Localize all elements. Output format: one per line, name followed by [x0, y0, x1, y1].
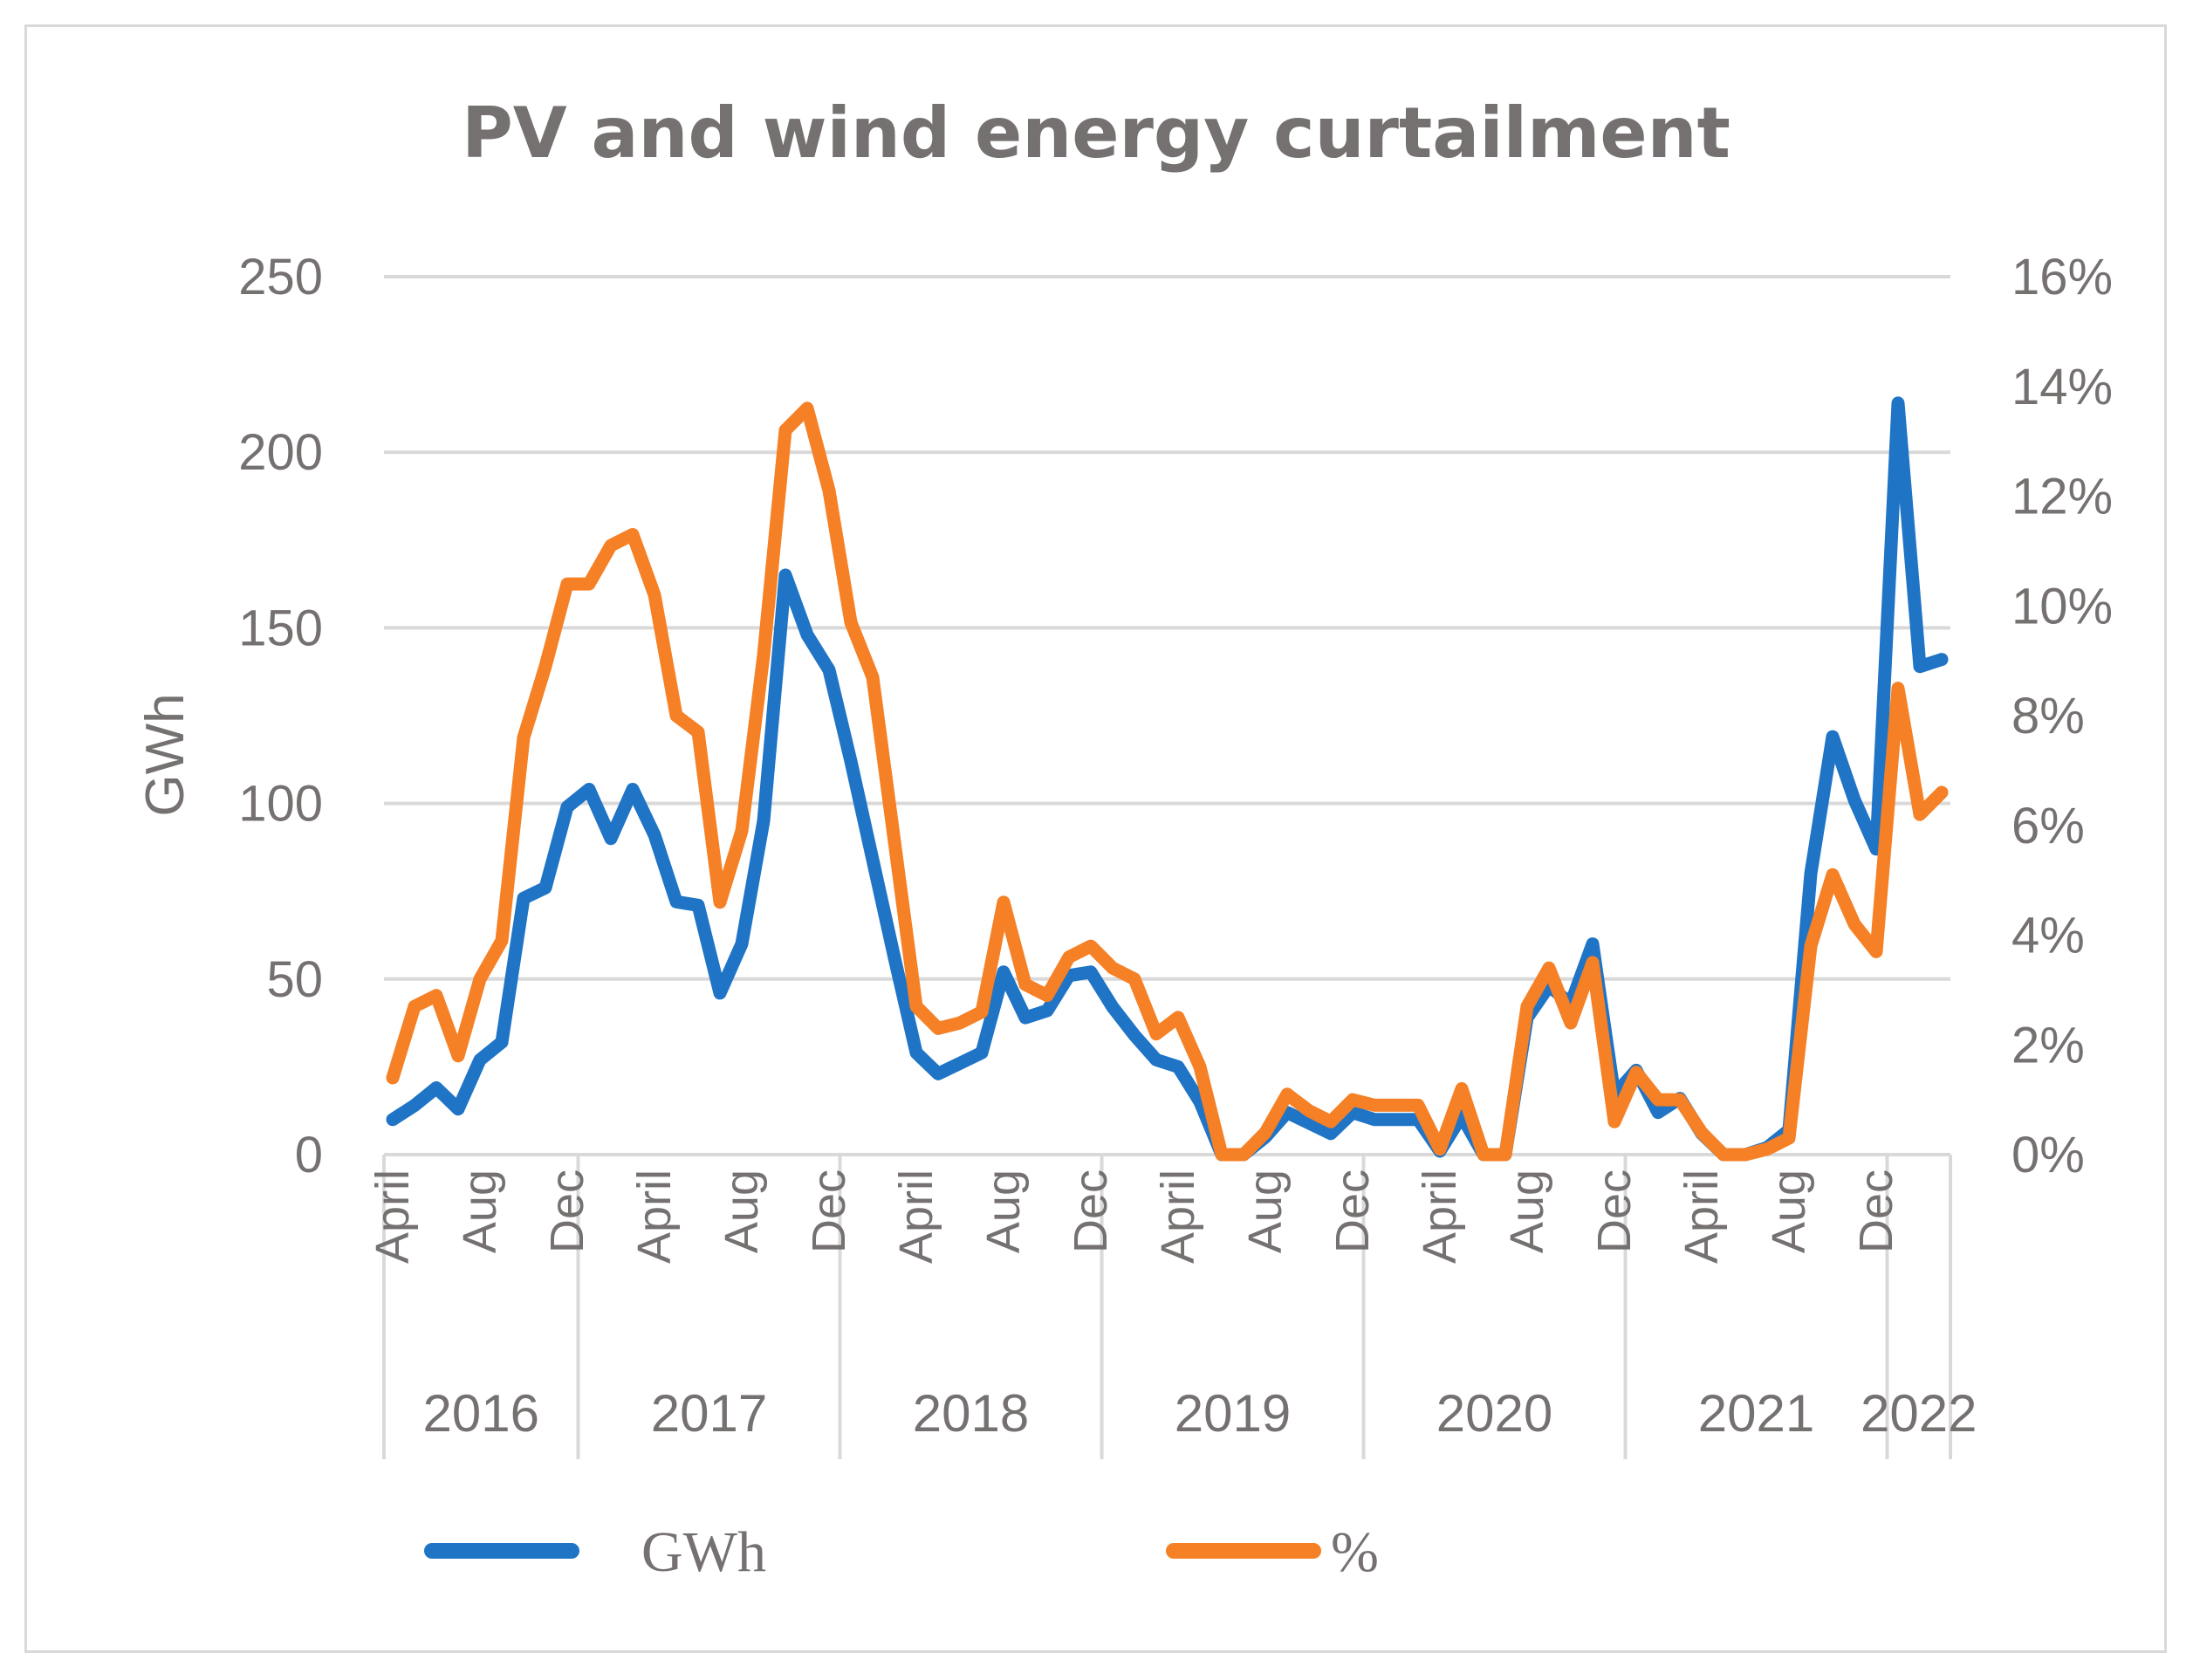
x-month-label: Aug: [977, 1169, 1030, 1253]
x-month-label: April: [1152, 1169, 1204, 1264]
y2-tick-label: 12%: [2011, 469, 2113, 525]
gwh-series-line: [386, 396, 1949, 1162]
chart-title: PV and wind energy curtailment: [462, 93, 1730, 174]
y-tick-label: 50: [266, 951, 323, 1008]
y-tick-label: 0: [295, 1127, 323, 1183]
x-month-label: April: [367, 1169, 419, 1264]
y2-tick-label: 16%: [2011, 249, 2113, 305]
x-month-label: Dec: [541, 1169, 593, 1253]
x-year-label: 2019: [1175, 1384, 1291, 1443]
x-month-label: Dec: [803, 1169, 855, 1253]
x-month-label: Aug: [716, 1169, 768, 1253]
y2-tick-label: 0%: [2011, 1127, 2085, 1183]
x-year-label: 2018: [913, 1384, 1029, 1443]
series-lines: [386, 396, 1949, 1162]
y-tick-label: 150: [238, 600, 323, 656]
y2-axis-ticks: 0% 2% 4% 6% 8% 10% 12% 14% 16%: [2011, 249, 2113, 1183]
x-month-label: April: [890, 1169, 942, 1264]
x-year-label: 2016: [423, 1384, 539, 1443]
x-month-label: Aug: [1763, 1169, 1815, 1253]
x-month-label: April: [1676, 1169, 1728, 1264]
legend-label: GWh: [641, 1520, 766, 1584]
x-month-label: April: [628, 1169, 681, 1264]
x-year-label: 2017: [651, 1384, 767, 1443]
y2-tick-label: 14%: [2011, 359, 2113, 415]
x-year-label: 2021: [1698, 1384, 1814, 1443]
x-year-label: 2022: [1861, 1384, 1977, 1443]
x-axis: 2016 2017 2018 2019 2020 2021 2022 April Aug Dec A…: [367, 1155, 1977, 1459]
x-year-label: 2020: [1436, 1384, 1552, 1443]
legend: GWh%: [424, 1520, 1379, 1584]
y-axis-ticks: 0 50 100 150 200 250: [238, 249, 323, 1183]
x-month-label: Aug: [1239, 1169, 1292, 1253]
x-month-label: Dec: [1588, 1169, 1641, 1253]
x-month-label: April: [1414, 1169, 1466, 1264]
x-month-label: Aug: [1501, 1169, 1553, 1253]
x-month-label: Dec: [1326, 1169, 1379, 1253]
x-month-label: Aug: [454, 1169, 506, 1253]
y-tick-label: 200: [238, 424, 323, 481]
y-tick-label: 250: [238, 249, 323, 305]
y2-tick-label: 10%: [2011, 578, 2113, 634]
percent-series-line: [386, 401, 1949, 1162]
x-month-label: Dec: [1065, 1169, 1117, 1253]
y-axis-label: GWh: [135, 693, 195, 816]
y2-tick-label: 8%: [2011, 688, 2085, 744]
y2-tick-label: 6%: [2011, 798, 2085, 854]
y2-tick-label: 4%: [2011, 908, 2085, 964]
y2-tick-label: 2%: [2011, 1017, 2085, 1073]
y-tick-label: 100: [238, 776, 323, 833]
legend-label: %: [1331, 1520, 1379, 1584]
x-month-label: Dec: [1850, 1169, 1902, 1253]
